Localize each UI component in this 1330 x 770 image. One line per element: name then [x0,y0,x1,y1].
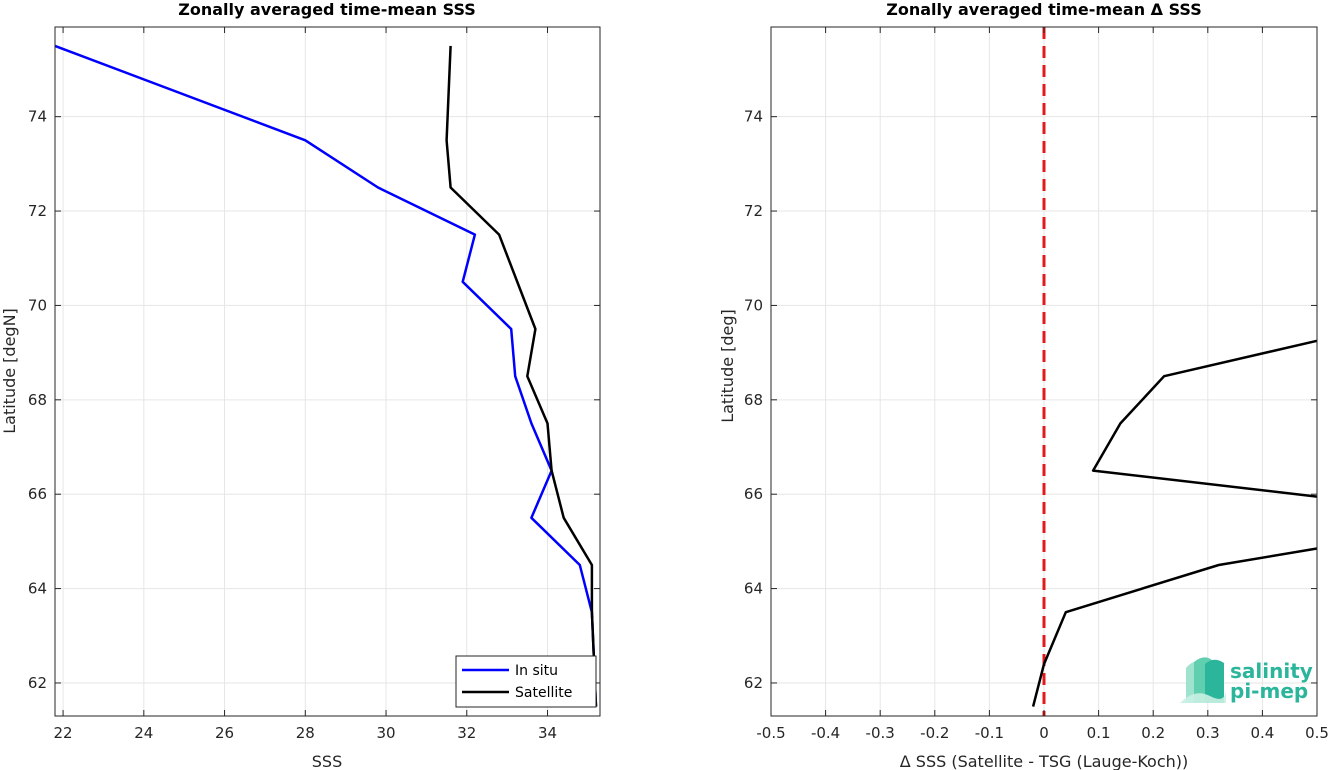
right-y-tick-label: 70 [744,296,763,314]
right-x-tick-label: 0.1 [1087,724,1111,742]
left-x-axis-label: SSS [312,752,342,770]
legend: In situ Satellite [455,655,597,708]
legend-label-in-situ: In situ [515,663,558,679]
right-chart-title: Zonally averaged time-mean Δ SSS [886,0,1202,19]
right-series-line-segment-0 [1091,339,1318,498]
left-grid [55,27,600,716]
salinity-pi-mep-logo: salinity pi-mep [1180,657,1313,703]
left-y-tick-label: 70 [28,296,47,314]
left-axes-box [54,26,601,717]
left-y-tick-label: 62 [28,674,47,692]
left-x-tick-label: 32 [457,724,476,742]
left-x-tick-label: 24 [134,724,153,742]
left-series-line-satellite [445,45,598,707]
right-y-tick-label: 72 [744,202,763,220]
right-ticks: -0.5 -0.4 -0.3 -0.2 -0.1 0 0.1 0.2 0.3 0.4 0.5 62 64… [744,27,1329,742]
right-x-tick-label: 0.4 [1250,724,1274,742]
right-y-tick-label: 68 [744,391,763,409]
right-y-tick-label: 62 [744,674,763,692]
left-y-tick-label: 72 [28,202,47,220]
left-x-tick-label: 28 [296,724,315,742]
left-lines [54,44,598,707]
left-series-line-in-situ [54,44,598,707]
wave-logo-icon [1180,657,1226,703]
left-x-tick-label: 26 [215,724,234,742]
right-x-tick-label: 0 [1039,724,1049,742]
right-x-tick-label: -0.5 [756,724,785,742]
legend-box [455,655,597,708]
left-x-tick-label: 22 [54,724,73,742]
logo-text-pi-mep: pi-mep [1230,679,1308,703]
logo-text-salinity: salinity [1230,659,1313,683]
right-x-tick-label: -0.1 [975,724,1004,742]
left-y-axis-label: Latitude [degN] [0,308,19,434]
right-x-tick-label: 0.3 [1196,724,1220,742]
left-x-tick-label: 34 [538,724,557,742]
right-series-line-segment-1 [1031,547,1318,707]
right-plot: Zonally averaged time-mean Δ SSS -0.5 -0.… [718,0,1329,770]
left-x-tick-label: 30 [376,724,395,742]
left-chart-title: Zonally averaged time-mean SSS [178,0,476,19]
right-lines [1031,27,1318,716]
left-y-tick-label: 68 [28,391,47,409]
left-y-tick-label: 66 [28,485,47,503]
right-x-tick-label: -0.2 [920,724,949,742]
legend-label-satellite: Satellite [515,685,572,701]
right-y-tick-label: 64 [744,580,763,598]
left-y-tick-label: 74 [28,108,47,126]
left-plot: Zonally averaged time-mean SSS 22 24 26 28 3… [0,0,601,770]
right-x-tick-label: 0.5 [1305,724,1329,742]
right-y-tick-label: 74 [744,108,763,126]
right-y-tick-label: 66 [744,485,763,503]
right-x-axis-label: Δ SSS (Satellite - TSG (Lauge-Koch)) [900,752,1189,770]
right-x-tick-label: -0.4 [811,724,840,742]
left-ticks: 22 24 26 28 30 32 34 62 64 66 68 70 72 74 [28,27,600,742]
left-y-tick-label: 64 [28,580,47,598]
right-y-axis-label: Latitude [deg] [718,309,737,423]
right-x-tick-label: -0.3 [866,724,895,742]
right-x-tick-label: 0.2 [1141,724,1165,742]
